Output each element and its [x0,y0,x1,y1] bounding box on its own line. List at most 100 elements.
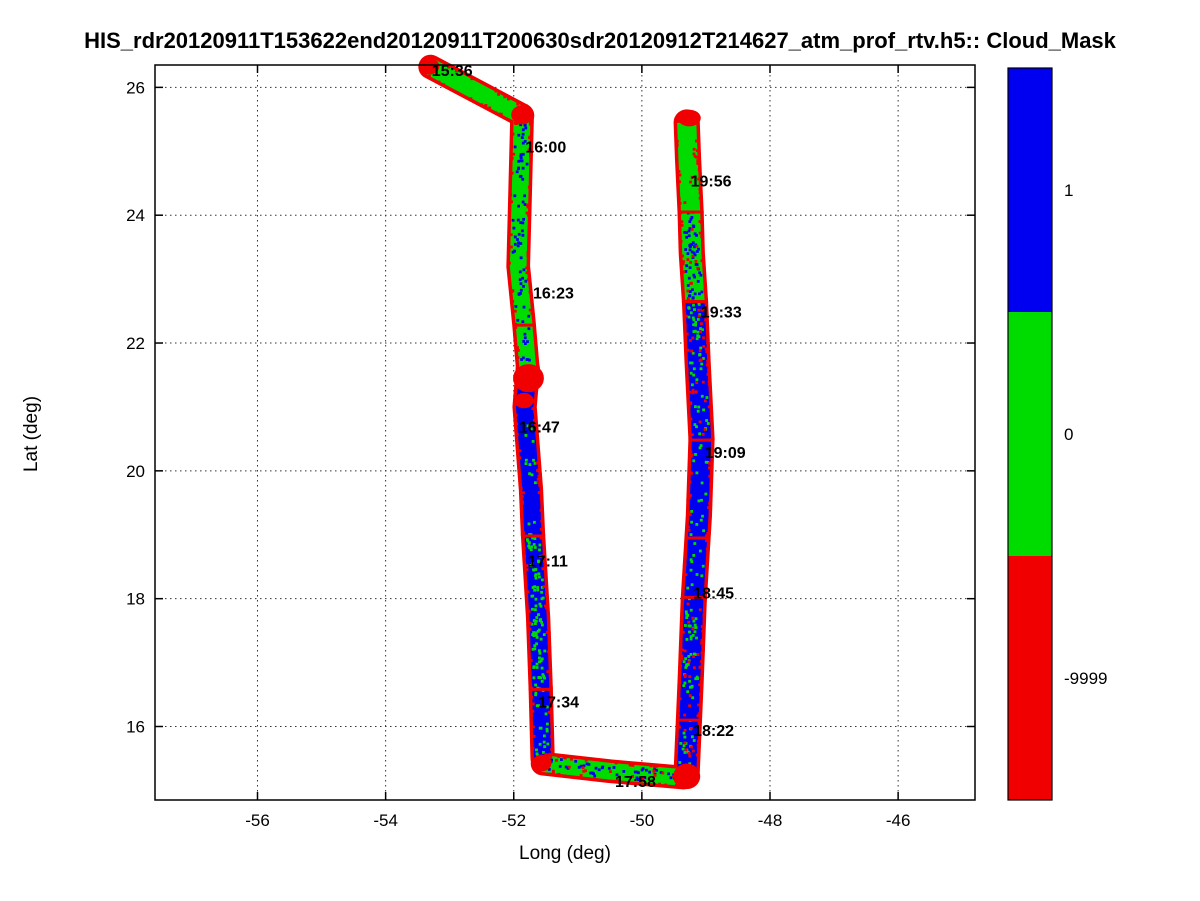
cloud-mask-speckle [532,543,536,546]
cloud-mask-speckle [563,756,567,760]
cloud-mask-speckle [534,608,537,612]
cloud-mask-speckle [698,349,702,352]
cloud-mask-speckle [694,390,697,394]
cloud-mask-speckle [704,460,708,464]
cloud-mask-speckle [641,777,645,780]
x-axis-label: Long (deg) [519,843,611,864]
time-label: 17:58 [615,774,656,791]
cloud-mask-speckle [692,554,696,557]
x-tick-label: -54 [373,811,398,830]
cloud-mask-speckle [704,347,708,351]
cloud-mask-speckle [628,763,632,767]
cloud-mask-speckle [536,586,539,589]
cloud-mask-speckle [532,619,536,622]
cloud-mask-speckle [689,261,692,264]
cloud-mask-speckle [540,586,544,589]
cloud-mask-speckle [699,665,703,669]
cloud-mask-speckle [521,233,525,237]
cloud-mask-speckle [690,560,694,564]
cloud-mask-speckle [689,450,693,454]
cloud-mask-speckle [534,574,537,578]
cloud-mask-speckle [530,594,534,598]
cloud-mask-speckle [683,741,687,745]
cloud-mask-speckle [547,641,551,645]
cloud-mask-speckle [688,220,692,223]
cloud-mask-speckle [540,657,544,661]
cloud-mask-speckle [686,348,690,352]
cloud-mask-speckle [538,656,541,660]
cloud-mask-speckle [685,638,689,641]
cloud-mask-speckle [691,383,694,387]
cloud-mask-speckle [696,747,700,751]
time-labels: 15:36 16:00 16:23 16:47 17:11 17:34 17:58 18:22… [432,63,746,791]
cloud-mask-speckle [693,666,696,670]
cloud-mask-speckle [580,776,584,780]
cloud-mask-speckle [693,623,697,627]
cloud-mask-speckle [675,732,679,736]
cloud-mask-speckle [693,275,696,279]
cloud-mask-speckle [521,276,524,280]
cloud-mask-speckle [517,232,521,236]
cloud-mask-speckle [702,357,705,360]
cloud-mask-speckle [534,691,538,695]
cloud-mask-speckle [688,227,692,230]
cloud-mask-speckle [706,422,710,425]
cloud-mask-speckle [698,271,701,275]
cloud-mask-speckle [685,663,688,667]
cloud-mask-speckle [522,531,525,535]
cloud-mask-speckle [513,235,517,239]
cloud-mask-speckle [709,478,713,481]
cloud-mask-speckle [516,102,520,106]
turn-mark [673,763,701,790]
cloud-mask-speckle [687,234,691,238]
cloud-mask-speckle [527,632,530,635]
time-label: 16:00 [525,140,566,157]
colorbar-border [1007,67,1053,801]
cloud-mask-speckle [539,536,543,540]
cloud-mask-speckle [607,766,611,770]
cloud-mask-speckle [542,740,546,744]
cloud-mask-speckle [691,388,695,392]
cloud-mask-speckle [700,498,703,502]
cloud-mask-speckle [706,373,710,376]
cloud-mask-speckle [694,626,698,629]
cloud-mask-speckle [688,266,692,270]
cloud-mask-speckle [695,425,698,429]
cloud-mask-speckle [528,472,531,476]
cloud-mask-speckle [523,332,527,336]
cloud-mask-speckle [685,376,689,380]
cloud-mask-speckle [525,104,528,108]
cloud-mask-speckle [513,249,516,253]
cloud-mask-speckle [679,665,682,668]
cloud-mask-speckle [650,779,654,782]
cloud-mask-speckle [527,148,531,152]
cloud-mask-speckle [693,308,696,311]
cloud-mask-speckle [697,703,700,707]
cloud-mask-speckle [516,356,520,359]
cloud-mask-speckle [696,159,700,162]
cloud-mask-speckle [548,647,552,651]
cloud-mask-speckle [686,252,690,255]
cloud-mask-speckle [691,616,695,620]
cloud-mask-speckle [694,617,698,621]
cloud-mask-speckle [695,244,699,248]
cloud-mask-speckle [677,170,681,173]
cloud-mask-speckle [697,499,701,503]
cloud-mask-speckle [687,752,691,755]
cloud-mask-speckle [517,241,520,245]
cloud-mask-speckle [675,784,678,787]
cloud-mask-speckle [686,289,690,293]
cloud-mask-speckle [631,775,634,778]
cloud-mask-speckle [699,327,702,330]
cloud-mask-speckle [527,544,531,548]
cloud-mask-speckle [549,755,553,759]
cloud-mask-speckle [528,358,531,362]
cloud-mask-speckle [691,351,695,355]
cloud-mask-speckle [521,128,525,132]
cloud-mask-speckle [683,324,687,327]
cloud-mask-speckle [684,248,688,251]
cloud-mask-speckle [692,251,696,255]
cloud-mask-speckle [659,771,663,774]
cloud-mask-speckle [693,292,697,296]
